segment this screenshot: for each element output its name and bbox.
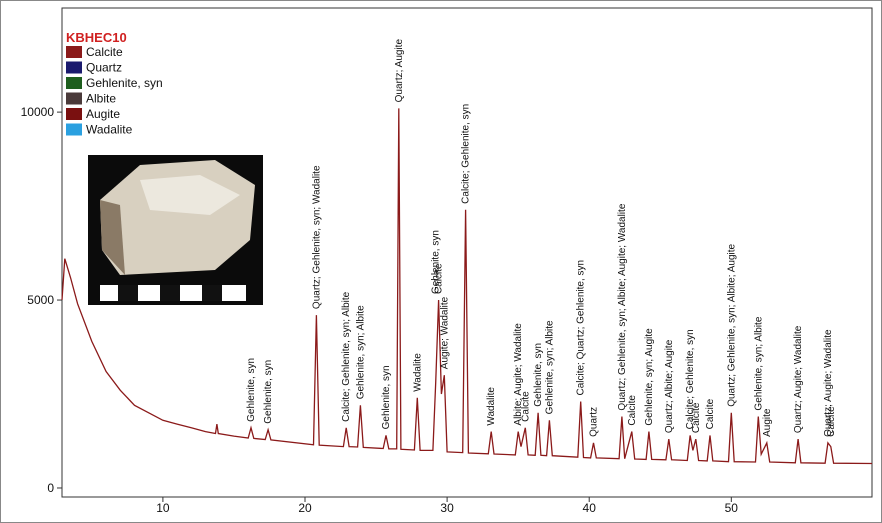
y-tick-label: 0 (47, 481, 54, 495)
peak-label: Augite (762, 408, 773, 437)
sample-photo (88, 155, 263, 305)
legend-swatch (66, 108, 82, 120)
peak-label: Quartz (588, 407, 599, 437)
peak-label: Gehlenite, syn (431, 230, 442, 294)
peak-label: Gehlenite, syn (381, 365, 392, 429)
peak-label: Calcite (705, 398, 716, 429)
peak-label: Gehlenite, syn (263, 360, 274, 424)
chart-title: KBHEC10 (66, 30, 127, 45)
y-tick-label: 5000 (27, 293, 54, 307)
x-tick-label: 30 (440, 501, 454, 515)
peak-label: Calcite (691, 402, 702, 433)
peak-label: Quartz; Gehlenite, syn; Albite; Augite (726, 243, 737, 406)
peak-label: Calcite; Gehlenite, syn (685, 329, 696, 429)
peak-label: Calcite (826, 406, 837, 437)
peak-label: Gehlenite, syn; Albite (355, 305, 366, 399)
x-tick-label: 20 (298, 501, 312, 515)
peak-label: Gehlenite, syn; Albite (753, 316, 764, 410)
legend-swatch (66, 46, 82, 58)
legend-swatch (66, 61, 82, 74)
peak-label: Calcite; Quartz; Gehlenite, syn (576, 260, 587, 396)
legend-label: Gehlenite, syn (86, 76, 163, 90)
peak-label: Quartz; Augite; Wadalite (793, 325, 804, 433)
peak-label: Wadalite (412, 353, 423, 392)
peak-label: Quartz; Augite (394, 39, 405, 103)
pattern-line (61, 108, 873, 465)
legend-label: Calcite (86, 45, 123, 59)
legend-swatch (66, 77, 82, 89)
legend-label: Wadalite (86, 123, 133, 137)
peak-label: Calcite; Gehlenite, syn; Albite (341, 291, 352, 422)
peak-label: Calcite (520, 391, 531, 422)
peak-label: Quartz; Gehlenite, syn; Albite; Augite; … (617, 203, 628, 410)
peak-label: Gehlenite, syn; Albite (544, 320, 555, 414)
y-tick-label: 10000 (21, 105, 55, 119)
peak-label: Wadalite (486, 387, 497, 426)
peak-label: Quartz; Albite; Augite (664, 339, 675, 433)
legend-swatch (66, 123, 82, 136)
legend-label: Augite (86, 107, 120, 121)
peak-label: Gehlenite, syn (246, 358, 257, 422)
peak-label: Calcite; Gehlenite, syn (461, 104, 472, 204)
x-tick-label: 10 (156, 501, 170, 515)
peak-label: Quartz; Gehlenite, syn; Wadalite (311, 165, 322, 309)
legend-swatch (66, 92, 82, 105)
legend-label: Quartz (86, 61, 122, 75)
peak-label: Gehlenite, syn; Augite (644, 328, 655, 426)
peak-label: Quartz; Augite; Wadalite (823, 329, 834, 437)
peak-label: Calcite (627, 395, 638, 426)
x-tick-label: 50 (725, 501, 739, 515)
peak-label: Calcite (434, 263, 445, 294)
peak-label: Gehlenite, syn (533, 343, 544, 407)
peak-label: Augite; Wadalite (439, 296, 450, 369)
x-tick-label: 40 (583, 501, 597, 515)
legend-label: Albite (86, 92, 116, 106)
peak-label: Albite; Augite; Wadalite (513, 323, 524, 426)
